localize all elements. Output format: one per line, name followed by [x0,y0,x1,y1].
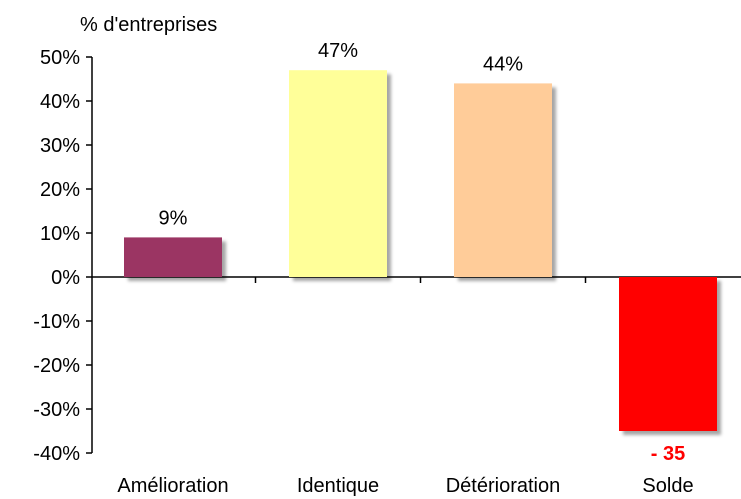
y-tick-label: 0% [51,267,80,289]
category-labels: Amélioration Identique Détérioration Solde [117,475,693,497]
y-tick-label: 30% [40,135,80,157]
data-labels: 9% 47% 44% - 35 [159,40,686,465]
data-label: 47% [318,40,358,62]
y-tick-label: 50% [40,47,80,69]
bar-solde [619,277,717,431]
y-tick-label: -20% [33,355,80,377]
category-label: Identique [297,475,379,497]
y-axis: 50% 40% 30% 20% 10% 0% -10% -20% -30% -40% [33,47,93,465]
y-axis-unit-label: % d'entreprises [80,14,217,36]
y-tick-label: 10% [40,223,80,245]
bar-identique [289,70,387,277]
y-tick-label: -40% [33,443,80,465]
data-label: 9% [159,207,188,229]
y-tick-label: 20% [40,179,80,201]
bar-détérioration [454,83,552,278]
data-label: - 35 [651,443,685,465]
category-label: Solde [642,475,693,497]
category-label: Détérioration [446,475,561,497]
y-tick-label: 40% [40,91,80,113]
data-label: 44% [483,53,523,75]
bars [124,70,717,431]
y-tick-label: -10% [33,311,80,333]
bar-amélioration [124,237,222,277]
category-label: Amélioration [117,475,228,497]
y-tick-label: -30% [33,399,80,421]
